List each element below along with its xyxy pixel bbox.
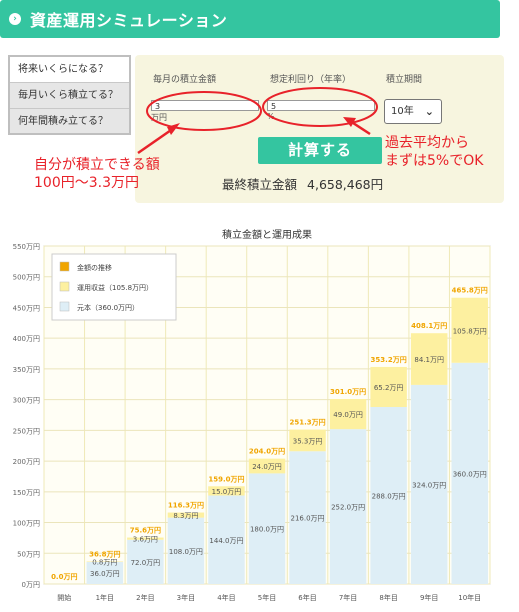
annotation-arrowhead-left xyxy=(167,123,180,135)
chart-area: 積立金額と運用成果 0万円 50万円 100万円 150万円 200万円 250万円 300万… xyxy=(0,226,519,608)
bar-label-profit: 8.3万円 xyxy=(173,512,198,520)
total-label: 465.8万円 xyxy=(452,287,488,295)
total-label: 204.0万円 xyxy=(249,448,285,456)
legend-label: 運用収益（105.8万円） xyxy=(77,283,153,292)
x-tick-label: 6年目 xyxy=(298,593,316,602)
bar-label-principal: 252.0万円 xyxy=(331,504,365,512)
chart-title: 積立金額と運用成果 xyxy=(222,228,312,241)
x-tick-label: 2年目 xyxy=(136,593,154,602)
bar-label-principal: 360.0万円 xyxy=(453,470,487,478)
x-tick-label: 開始 xyxy=(57,593,71,602)
bar-label-profit: 0.8万円 xyxy=(92,559,117,567)
y-tick-label: 250万円 xyxy=(13,427,40,435)
x-tick-label: 10年目 xyxy=(458,593,481,602)
x-tick-label: 8年目 xyxy=(379,593,397,602)
total-label: 36.8万円 xyxy=(89,550,120,558)
y-tick-label: 200万円 xyxy=(13,458,40,466)
y-tick-label: 550万円 xyxy=(13,243,40,251)
bar-label-profit: 24.0万円 xyxy=(252,463,282,471)
bar-label-principal: 36.0万円 xyxy=(90,570,120,578)
y-tick-label: 100万円 xyxy=(13,520,40,528)
y-tick-label: 450万円 xyxy=(13,304,40,312)
annotation-right-line1: 過去平均から xyxy=(385,134,483,152)
annotation-right-line2: まずは5%でOK xyxy=(385,152,483,170)
x-tick-label: 3年目 xyxy=(177,593,195,602)
bar-label-profit: 65.2万円 xyxy=(374,384,404,392)
annotation-circle-monthly xyxy=(147,92,261,130)
x-tick-label: 5年目 xyxy=(258,593,276,602)
total-label: 159.0万円 xyxy=(208,475,244,483)
x-tick-label: 1年目 xyxy=(96,593,114,602)
total-label: 0.0万円 xyxy=(51,573,77,581)
x-tick-label: 4年目 xyxy=(217,593,235,602)
annotation-overlay xyxy=(0,0,519,226)
bar-label-principal: 216.0万円 xyxy=(291,515,325,523)
bar-label-profit: 105.8万円 xyxy=(453,327,487,335)
y-tick-label: 400万円 xyxy=(13,335,40,343)
annotation-right: 過去平均から まずは5%でOK xyxy=(385,134,483,170)
bar-label-profit: 49.0万円 xyxy=(333,411,363,419)
savings-chart: 積立金額と運用成果 0万円 50万円 100万円 150万円 200万円 250万円 300万… xyxy=(0,226,519,608)
x-tick-label: 7年目 xyxy=(339,593,357,602)
bar-label-principal: 144.0万円 xyxy=(209,537,243,545)
bar-label-principal: 324.0万円 xyxy=(412,481,446,489)
y-tick-label: 350万円 xyxy=(13,366,40,374)
bar-label-principal: 108.0万円 xyxy=(169,548,203,556)
total-label: 353.2万円 xyxy=(371,356,407,364)
bar-label-principal: 180.0万円 xyxy=(250,526,284,534)
y-tick-label: 0万円 xyxy=(22,581,40,589)
total-label: 301.0万円 xyxy=(330,388,366,396)
total-label: 116.3万円 xyxy=(168,502,204,510)
total-label: 75.6万円 xyxy=(130,527,161,535)
annotation-circle-rate xyxy=(263,88,377,126)
total-label: 408.1万円 xyxy=(411,322,447,330)
bar-label-profit: 3.6万円 xyxy=(133,536,158,544)
bar-label-profit: 15.0万円 xyxy=(212,488,242,496)
y-tick-label: 50万円 xyxy=(17,550,40,558)
legend-swatch xyxy=(60,302,69,311)
y-tick-label: 300万円 xyxy=(13,397,40,405)
y-tick-label: 500万円 xyxy=(13,274,40,282)
annotation-arrow-left xyxy=(138,128,174,153)
bar-label-principal: 288.0万円 xyxy=(372,493,406,501)
annotation-left-line2: 100円〜3.3万円 xyxy=(34,174,160,192)
y-tick-label: 150万円 xyxy=(13,489,40,497)
bar-label-profit: 84.1万円 xyxy=(414,356,444,364)
x-tick-label: 9年目 xyxy=(420,593,438,602)
legend-label: 金額の推移 xyxy=(77,263,112,272)
legend-swatch xyxy=(60,282,69,291)
total-label: 251.3万円 xyxy=(289,419,325,427)
annotation-left-line1: 自分が積立できる額 xyxy=(34,156,160,174)
bar-label-profit: 35.3万円 xyxy=(293,437,323,445)
bar-label-principal: 72.0万円 xyxy=(131,559,161,567)
legend-swatch xyxy=(60,262,69,271)
annotation-left: 自分が積立できる額 100円〜3.3万円 xyxy=(34,156,160,192)
legend-label: 元本（360.0万円） xyxy=(77,303,139,312)
